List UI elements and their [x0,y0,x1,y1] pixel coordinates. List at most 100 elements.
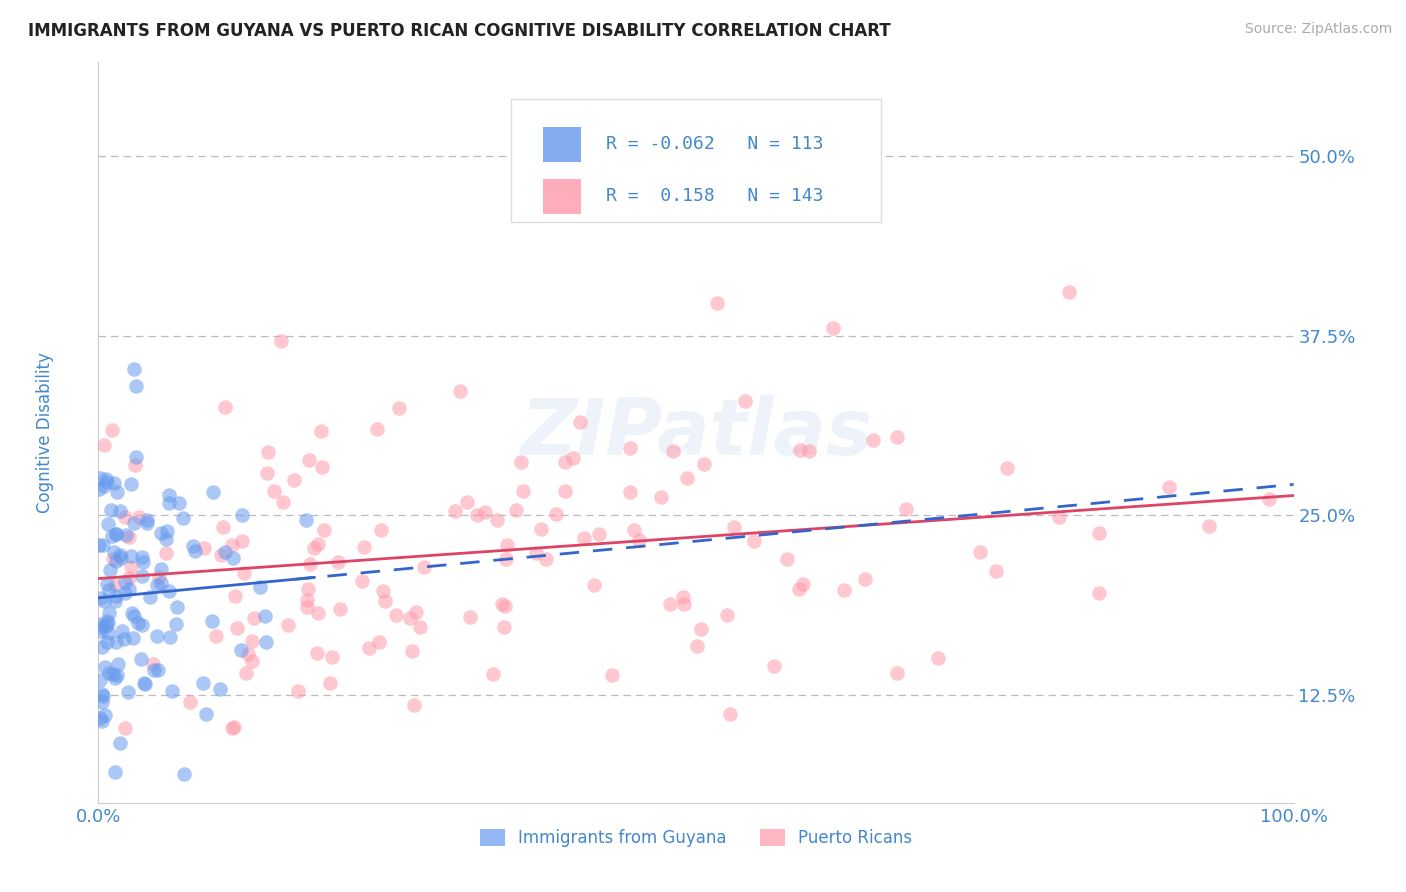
Point [350,574,373,588]
Text: IMMIGRANTS FROM GUYANA VS PUERTO RICAN COGNITIVE DISABILITY CORRELATION CHART: IMMIGRANTS FROM GUYANA VS PUERTO RICAN C… [28,22,891,40]
Point [661,443,683,458]
Point [233,566,256,580]
Point [120,476,142,491]
Point [229,642,252,657]
Point [146,629,169,643]
Point [444,504,467,518]
Point [103,552,125,566]
Point [270,334,292,348]
Point [104,764,127,779]
Point [401,644,423,658]
Point [93,708,115,723]
Point [96,635,118,649]
Point [104,554,127,568]
Point [114,586,136,600]
Point [1088,586,1111,600]
Point [1057,285,1080,299]
Point [115,528,138,542]
Point [214,544,236,558]
Point [209,682,232,697]
Point [117,685,139,699]
Point [122,516,145,530]
Point [157,488,180,502]
Point [93,478,115,492]
Point [295,599,318,614]
Point [302,541,325,555]
Point [195,707,218,722]
Point [271,495,294,509]
Point [243,611,266,625]
FancyBboxPatch shape [543,178,581,214]
Point [456,494,478,508]
Point [257,445,280,459]
Point [122,608,145,623]
Point [886,429,908,443]
Point [235,665,257,680]
Point [221,550,243,565]
Point [96,576,118,591]
Point [404,698,426,713]
Point [254,608,277,623]
Point [505,503,527,517]
Point [297,582,319,596]
Point [494,599,516,613]
Point [139,590,162,604]
Point [105,668,128,682]
Point [98,563,121,577]
Point [329,601,352,615]
Point [672,591,695,605]
Point [142,663,165,677]
Point [155,532,177,546]
Point [104,672,127,686]
Point [482,667,505,681]
Point [716,607,738,622]
Point [366,422,388,436]
Point [309,425,332,439]
Point [886,666,908,681]
Text: ZIPatlas: ZIPatlas [520,394,872,471]
Point [221,538,243,552]
Point [368,634,391,648]
Point [89,483,111,497]
Point [787,582,810,597]
Point [742,533,765,548]
Point [149,562,172,576]
Point [492,620,515,634]
Point [588,527,610,541]
Point [1157,480,1180,494]
Point [127,615,149,630]
Point [226,621,249,635]
Point [107,657,129,671]
Point [600,668,623,682]
Point [93,659,115,673]
Point [112,632,135,647]
Point [167,496,190,510]
Point [569,415,592,429]
Point [105,527,128,541]
Point [105,484,128,499]
Legend: Immigrants from Guyana, Puerto Ricans: Immigrants from Guyana, Puerto Ricans [472,822,920,854]
Point [495,539,517,553]
Point [789,443,811,458]
Point [179,695,201,709]
Point [131,569,153,583]
Text: Cognitive Disability: Cognitive Disability [35,352,53,513]
Point [399,611,422,625]
Point [212,520,235,534]
Point [723,520,745,534]
Point [173,767,195,781]
Point [104,527,127,541]
Point [307,537,329,551]
Point [311,460,333,475]
Point [135,513,157,527]
Point [118,582,141,596]
Point [240,654,263,668]
Point [108,504,131,518]
Point [554,483,576,498]
Point [530,522,553,536]
Point [474,505,496,519]
Point [134,677,156,691]
Point [91,620,114,634]
Point [353,541,375,555]
Point [114,722,136,736]
